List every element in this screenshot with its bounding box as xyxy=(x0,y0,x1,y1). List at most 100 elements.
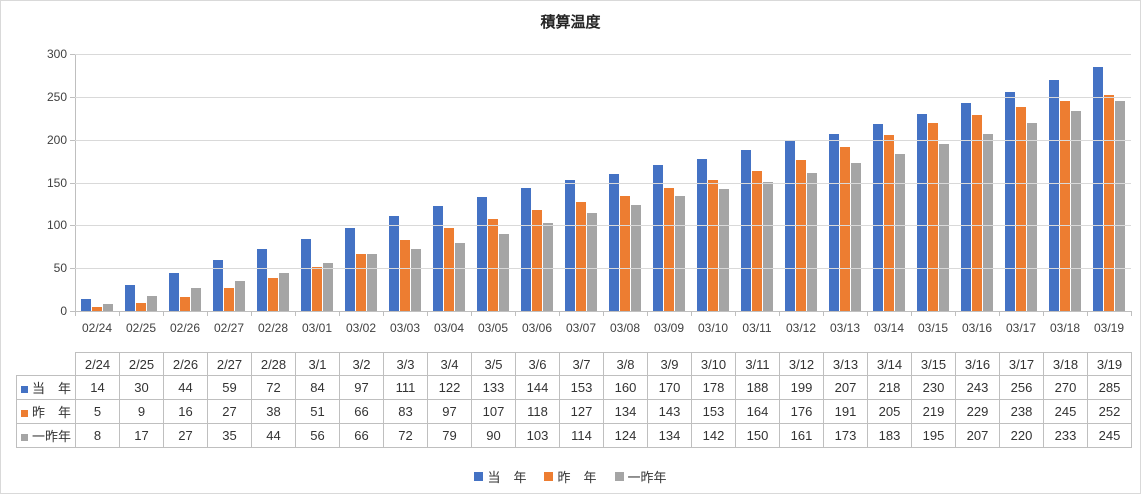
table-cell: 207 xyxy=(955,423,1000,448)
table-row-label: 当 年 xyxy=(16,375,76,400)
bar-一昨年 xyxy=(631,205,641,311)
table-cell: 164 xyxy=(735,399,780,424)
table-cell: 143 xyxy=(647,399,692,424)
bar-一昨年 xyxy=(103,304,113,311)
table-header-cell: 3/7 xyxy=(559,352,604,376)
table-cell: 72 xyxy=(383,423,428,448)
bar-group xyxy=(207,54,251,311)
table-header-row: 2/24 2/25 2/26 2/27 2/28 3/1 3/2 3/3 3/4 3/5 3/6 3/… xyxy=(17,352,1132,376)
x-axis-tick-label: 02/25 xyxy=(125,321,157,335)
bar-当 年 xyxy=(1093,67,1103,311)
table-cell: 44 xyxy=(251,423,296,448)
chart-title: 積算温度 xyxy=(540,14,601,31)
table-cell: 153 xyxy=(691,399,736,424)
y-axis-tick-mark xyxy=(70,183,75,184)
table-cell: 133 xyxy=(471,375,516,400)
bar-昨 年 xyxy=(136,303,146,311)
x-axis-labels: 02/24 02/25 02/26 02/27 02/28 03/01 03/02 03/03… xyxy=(75,320,1131,336)
table-header-cell: 3/19 xyxy=(1087,352,1132,376)
bar-当 年 xyxy=(1005,92,1015,311)
table-cell: 51 xyxy=(295,399,340,424)
bar-group xyxy=(515,54,559,311)
y-axis-tick-mark xyxy=(70,97,75,98)
x-axis-tick-label: 03/16 xyxy=(961,321,993,335)
x-axis-tick-mark xyxy=(119,311,163,316)
legend-item: 一昨年 xyxy=(614,468,667,485)
bar-group xyxy=(999,54,1043,311)
bar-group xyxy=(295,54,339,311)
bar-group xyxy=(691,54,735,311)
x-axis-tick-mark xyxy=(779,311,823,316)
bar-一昨年 xyxy=(411,249,421,311)
bar-当 年 xyxy=(653,165,663,311)
table-cell: 238 xyxy=(999,399,1044,424)
table-cell: 188 xyxy=(735,375,780,400)
x-axis-tick-label: 03/15 xyxy=(917,321,949,335)
table-cell: 72 xyxy=(251,375,296,400)
bar-昨 年 xyxy=(532,210,542,311)
table-cell: 114 xyxy=(559,423,604,448)
y-axis-ticks xyxy=(70,54,75,312)
table-corner-cell xyxy=(17,353,76,376)
x-axis-tick-mark xyxy=(867,311,911,316)
table-cell: 66 xyxy=(339,423,384,448)
bar-当 年 xyxy=(785,141,795,311)
x-axis-tick-label: 03/17 xyxy=(1005,321,1037,335)
x-axis-tick-label: 03/03 xyxy=(389,321,421,335)
y-axis-tick-label: 50 xyxy=(53,261,67,275)
y-axis-tick-mark xyxy=(70,268,75,269)
bar-group xyxy=(955,54,999,311)
bar-昨 年 xyxy=(1060,101,1070,311)
bar-昨 年 xyxy=(1104,95,1114,311)
table-cell: 79 xyxy=(427,423,472,448)
table-cell: 183 xyxy=(867,423,912,448)
x-axis-tick-label: 02/26 xyxy=(169,321,201,335)
bar-当 年 xyxy=(917,114,927,311)
bar-group xyxy=(647,54,691,311)
table-header-cell: 2/26 xyxy=(163,352,208,376)
table-row-label: 昨 年 xyxy=(16,399,76,424)
x-axis-tick-mark xyxy=(1131,311,1132,316)
plot-area xyxy=(75,54,1131,311)
legend-item: 昨 年 xyxy=(544,468,597,485)
bar-一昨年 xyxy=(455,243,465,311)
table-cell: 170 xyxy=(647,375,692,400)
legend-label: 昨 年 xyxy=(557,469,597,485)
table-cell: 90 xyxy=(471,423,516,448)
x-axis-tick-mark xyxy=(603,311,647,316)
legend-key-icon xyxy=(474,471,484,481)
series-key-icon xyxy=(21,410,28,417)
table-cell: 38 xyxy=(251,399,296,424)
x-axis-tick-label: 03/09 xyxy=(653,321,685,335)
x-axis-tick-label: 03/13 xyxy=(829,321,861,335)
gridline xyxy=(75,268,1131,269)
bar-昨 年 xyxy=(444,228,454,311)
table-header-cell: 3/5 xyxy=(471,352,516,376)
gridline xyxy=(75,140,1131,141)
table-cell: 27 xyxy=(163,423,208,448)
bar-一昨年 xyxy=(147,296,157,311)
x-axis-tick-label: 02/24 xyxy=(81,321,113,335)
bar-昨 年 xyxy=(576,202,586,311)
table-header-cell: 3/14 xyxy=(867,352,912,376)
table-cell: 199 xyxy=(779,375,824,400)
y-axis-tick-mark xyxy=(70,54,75,55)
x-axis-tick-label: 03/11 xyxy=(742,321,772,335)
x-axis-tick-label: 03/07 xyxy=(565,321,597,335)
y-axis-labels: 0 50 100 150 200 250 300 xyxy=(31,47,67,318)
table-row: 昨 年 5 9 16 27 38 51 66 83 97 107 118 127 134 143 153 164… xyxy=(16,399,1132,424)
table-header-cell: 2/27 xyxy=(207,352,252,376)
bar-group xyxy=(735,54,779,311)
bar-昨 年 xyxy=(268,278,278,311)
bar-当 年 xyxy=(125,285,135,311)
series-key-icon xyxy=(21,434,28,441)
bar-一昨年 xyxy=(719,189,729,311)
bar-昨 年 xyxy=(180,297,190,311)
gridline xyxy=(75,97,1131,98)
table-cell: 218 xyxy=(867,375,912,400)
x-axis-tick-mark xyxy=(1043,311,1087,316)
x-axis-tick-label: 03/01 xyxy=(301,321,333,335)
bar-一昨年 xyxy=(939,144,949,311)
table-cell: 16 xyxy=(163,399,208,424)
bar-group xyxy=(427,54,471,311)
